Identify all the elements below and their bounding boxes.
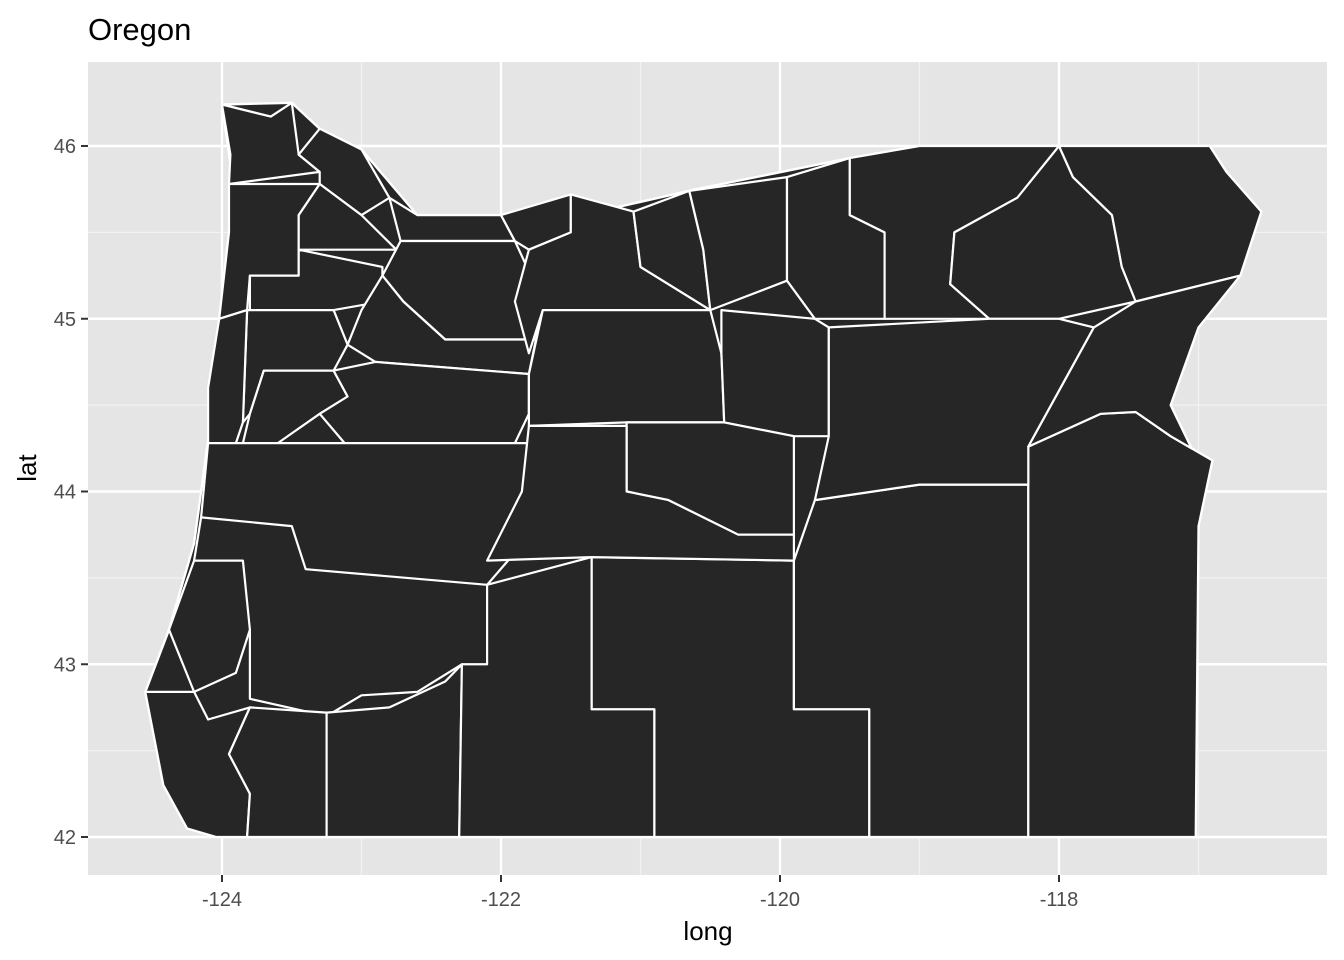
y-tick-label: 45 <box>54 309 76 331</box>
county-jefferson <box>527 309 726 427</box>
y-tick-label: 46 <box>54 136 76 158</box>
county-polygons <box>144 101 1263 839</box>
x-tick-label: -118 <box>1040 889 1079 911</box>
y-tick-label: 43 <box>54 654 76 676</box>
y-axis-title: lat <box>12 453 42 481</box>
x-tick-label: -122 <box>481 889 521 911</box>
county-grant <box>813 317 1096 502</box>
county-deschutes <box>486 424 796 562</box>
county-malheur <box>1027 410 1214 839</box>
chart-title: Oregon <box>88 12 191 47</box>
axis-ticks: -124 -122 -120 -118 42 43 44 45 46 <box>54 136 1079 911</box>
county-washington <box>297 182 398 251</box>
county-baker <box>1027 274 1242 450</box>
county-coos <box>167 559 251 694</box>
county-wheeler <box>720 309 830 438</box>
county-gilliam <box>688 176 789 312</box>
y-tick-label: 44 <box>54 482 76 504</box>
x-axis-title: long <box>683 916 732 946</box>
x-tick-label: -124 <box>202 889 242 911</box>
y-tick-label: 42 <box>54 827 76 849</box>
x-tick-label: -120 <box>760 889 800 911</box>
county-columbia <box>297 127 391 217</box>
